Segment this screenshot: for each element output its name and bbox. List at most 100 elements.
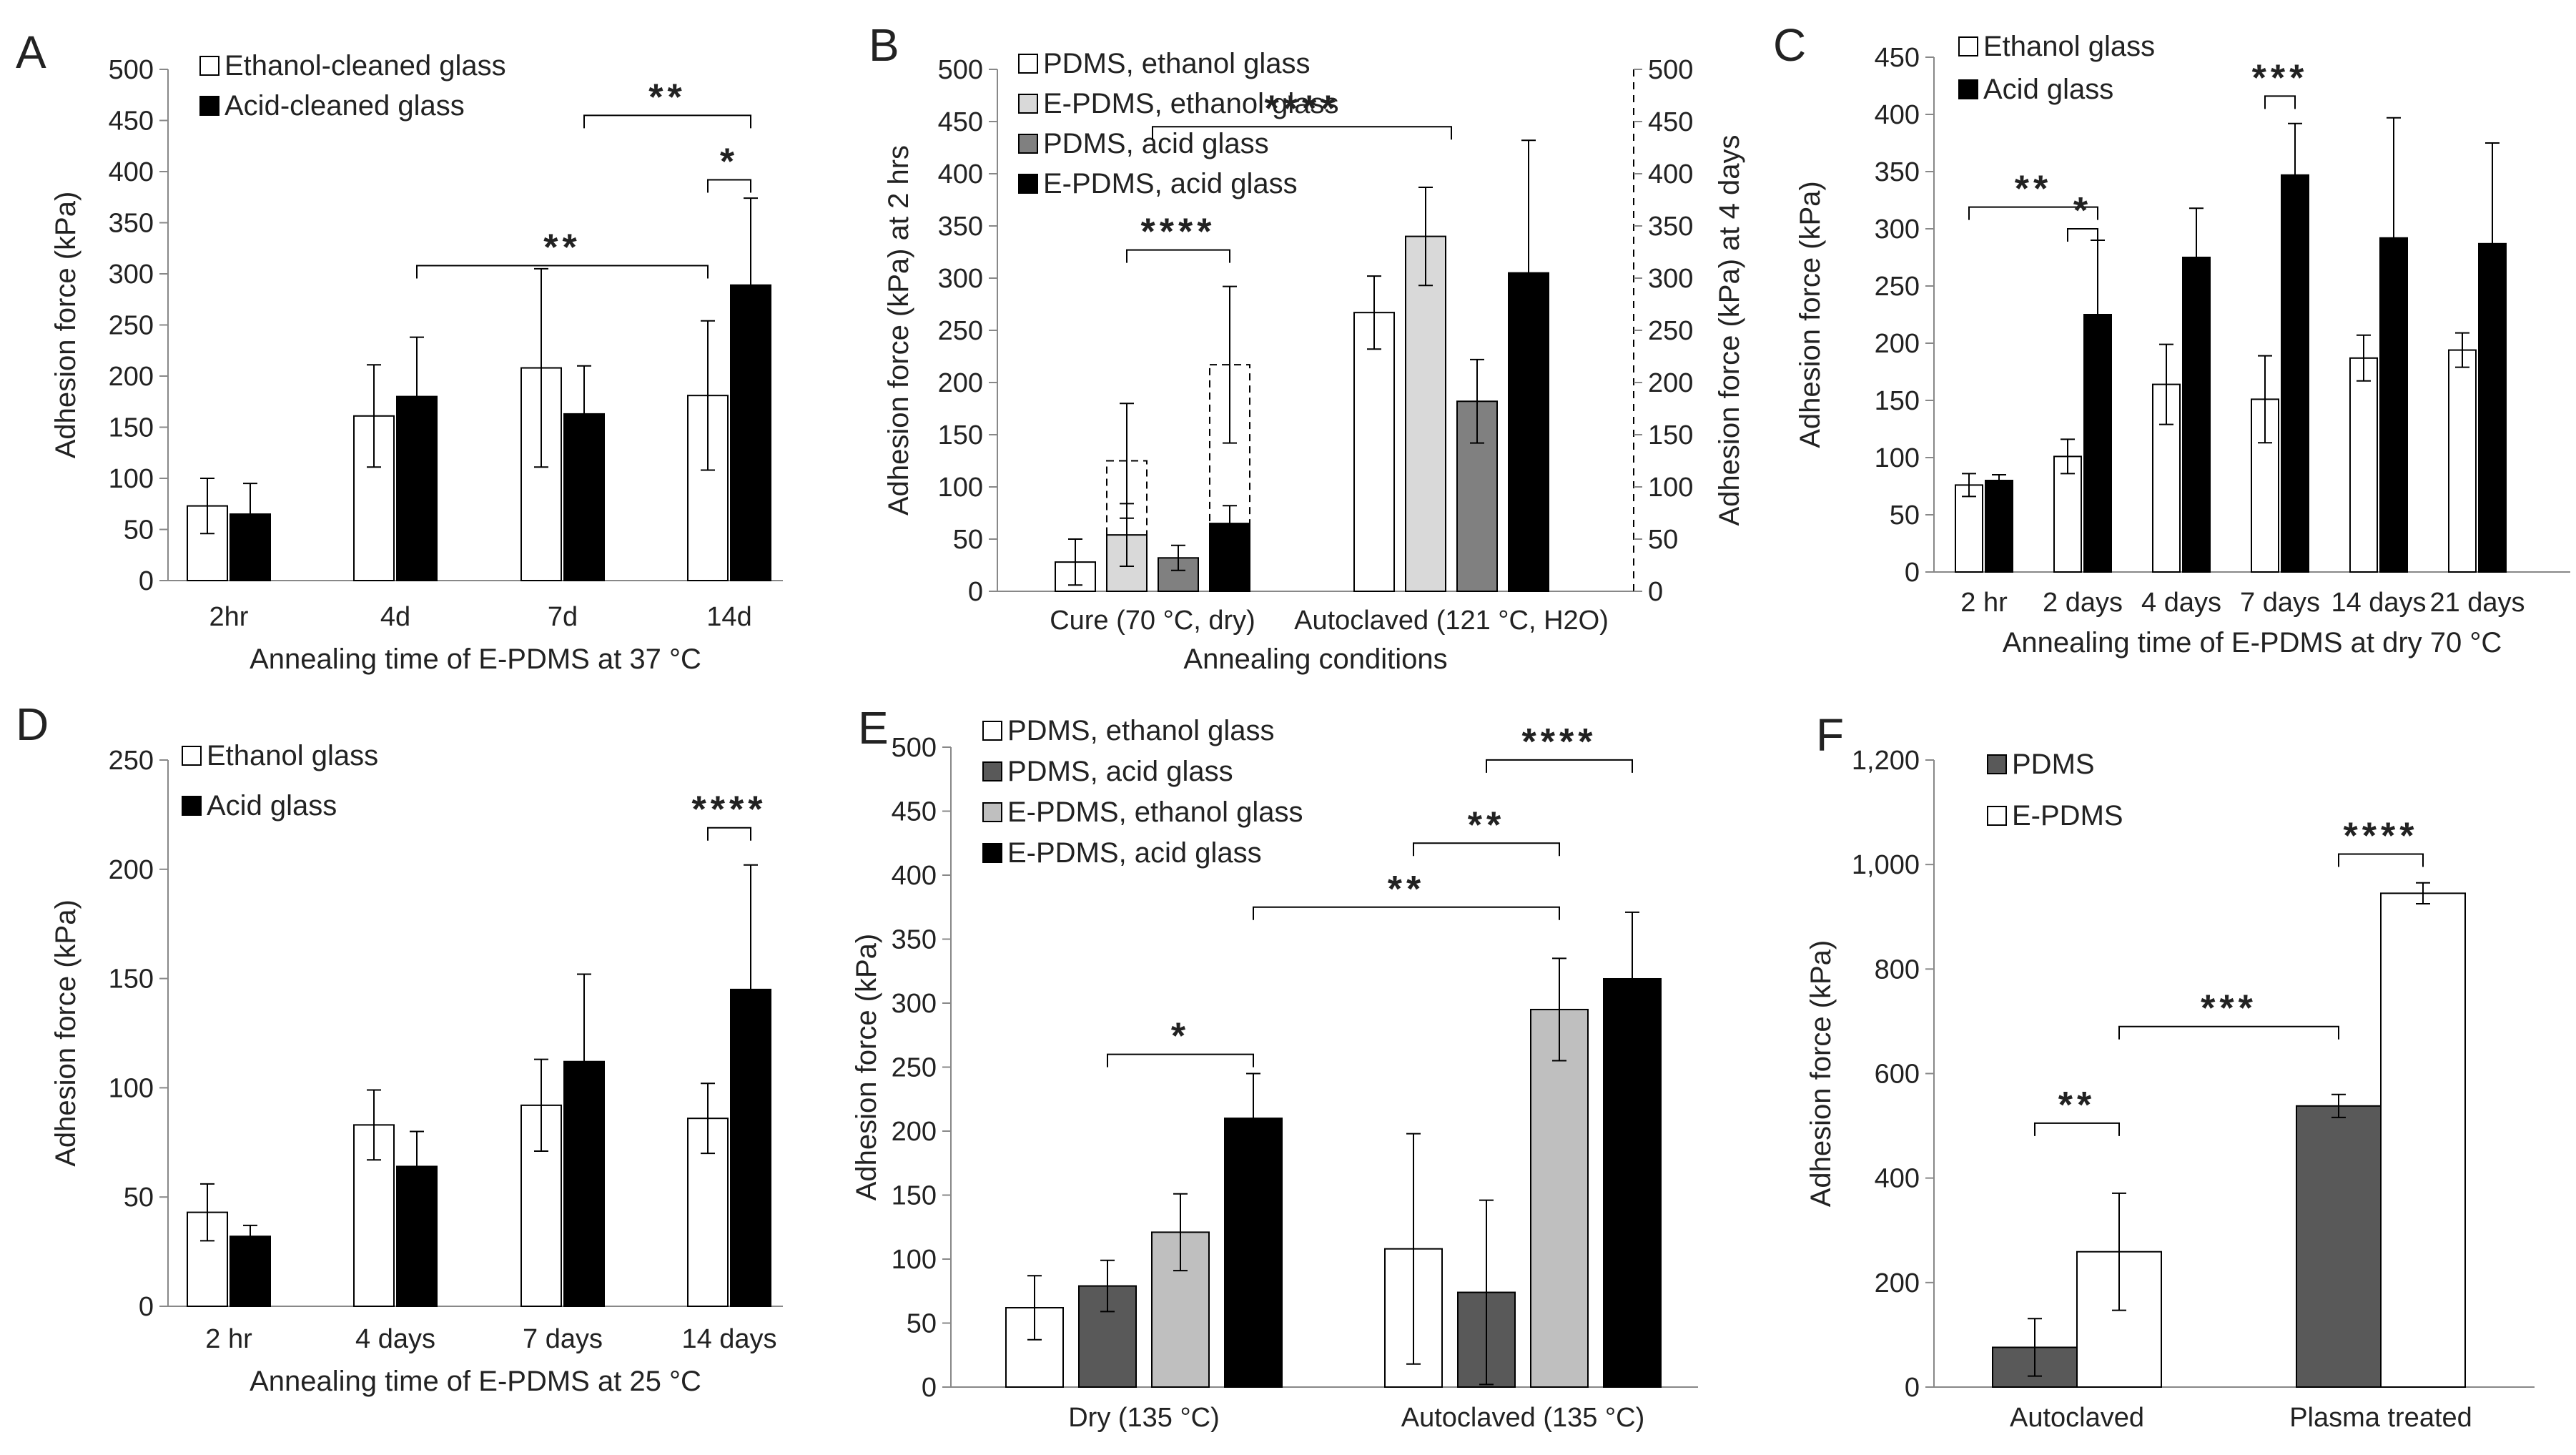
x-tick-label: 2 hr xyxy=(1960,588,2008,618)
y-tick-label: 500 xyxy=(938,55,983,85)
bar xyxy=(1005,1307,1064,1389)
bar xyxy=(230,1235,271,1308)
legend-label: Ethanol-cleaned glass xyxy=(224,50,506,82)
panel-c: C 0 50 100 150 200 250 300 350 400 450 Adhesion for… xyxy=(1773,19,2570,659)
significance-label: ** xyxy=(648,77,686,118)
legend-label: E-PDMS xyxy=(2012,800,2123,832)
y-tick-label: 450 xyxy=(938,107,983,137)
y-tick-label: 500 xyxy=(109,55,154,85)
legend-label: PDMS, ethanol glass xyxy=(1043,48,1311,79)
y-tick-label: 100 xyxy=(938,473,983,503)
y-tick-label: 150 xyxy=(938,420,983,450)
x-tick-label: Plasma treated xyxy=(2289,1403,2472,1433)
significance-label: ** xyxy=(543,227,581,269)
legend-label: PDMS xyxy=(2012,749,2095,780)
y-tick-label: 300 xyxy=(1875,214,1920,245)
x-tick-label: Autoclaved (121 °C, H2O) xyxy=(1294,606,1609,636)
legend-label: Ethanol glass xyxy=(207,740,378,771)
legend-swatch xyxy=(1958,79,1978,99)
y-right-tick-label: 400 xyxy=(1648,159,1693,189)
y-tick-label: 800 xyxy=(1875,955,1920,985)
y-axis-label: Adhesion force (kPa) xyxy=(50,899,82,1167)
x-tick-label: Dry (135 °C) xyxy=(1068,1403,1220,1433)
bar xyxy=(2152,383,2181,573)
significance-label: ** xyxy=(2015,169,2052,210)
x-tick-label: Cure (70 °C, dry) xyxy=(1050,606,1255,636)
y-axis-label: Adhesion force (kPa) xyxy=(50,192,82,459)
legend-label: Acid glass xyxy=(207,790,337,822)
legend-label: E-PDMS, acid glass xyxy=(1043,168,1298,199)
y-tick-label: 0 xyxy=(968,577,983,607)
y-tick-label: 300 xyxy=(892,989,937,1019)
significance-label: *** xyxy=(2201,988,2257,1030)
y-tick-label: 350 xyxy=(109,209,154,239)
y-tick-label: 1,000 xyxy=(1852,850,1920,880)
x-tick-label: 4 days xyxy=(2141,588,2221,618)
significance-label: ** xyxy=(1468,804,1505,846)
y-tick-label: 250 xyxy=(938,316,983,346)
bar xyxy=(1985,480,2013,573)
y-tick-label: 50 xyxy=(953,525,983,555)
y-tick-label: 450 xyxy=(892,797,937,827)
legend-swatch xyxy=(1018,94,1038,114)
legend-swatch xyxy=(1987,754,2007,774)
legend-label: E-PDMS, acid glass xyxy=(1007,837,1262,869)
y-tick-label: 50 xyxy=(124,1183,154,1213)
significance-bracket xyxy=(416,265,709,279)
legend-swatch xyxy=(182,796,202,816)
x-tick-label: 4 days xyxy=(355,1324,435,1354)
panel-e: E 0 50 100 150 200 250 300 350 400 450 500 Adhesion … xyxy=(851,702,1698,1433)
significance-bracket xyxy=(583,114,751,129)
legend-label: Acid glass xyxy=(1983,74,2113,105)
significance-label: ** xyxy=(1388,869,1425,910)
legend-swatch xyxy=(982,843,1002,863)
y-tick-label: 300 xyxy=(109,260,154,290)
y-tick-label: 100 xyxy=(1875,443,1920,473)
y-tick-label: 0 xyxy=(1905,558,1920,588)
legend-swatch xyxy=(1987,806,2007,826)
y-tick-label: 250 xyxy=(109,746,154,776)
y-tick-label: 400 xyxy=(892,861,937,891)
significance-label: *** xyxy=(2252,57,2309,99)
y-right-tick-label: 100 xyxy=(1648,473,1693,503)
significance-bracket xyxy=(1486,759,1633,773)
x-tick-label: 2hr xyxy=(209,602,249,632)
y-right-tick-label: 350 xyxy=(1648,212,1693,242)
y-tick-label: 350 xyxy=(938,212,983,242)
panel-b: B 0 50 100 150 200 250 300 350 400 450 500 0 50 100 150… xyxy=(869,19,1745,675)
y-axis-right-label: Adhesion force (kPa) at 4 days xyxy=(1714,135,1745,526)
legend-swatch xyxy=(982,721,1002,741)
significance-bracket xyxy=(1253,906,1560,920)
x-tick-label: Autoclaved xyxy=(2010,1403,2144,1433)
y-tick-label: 150 xyxy=(1875,386,1920,416)
significance-label: * xyxy=(720,141,739,182)
legend-swatch xyxy=(1958,36,1978,56)
x-axis-label: Annealing time of E-PDMS at dry 70 °C xyxy=(2003,627,2502,659)
panel-letter: E xyxy=(858,702,889,754)
significance-bracket xyxy=(1107,1053,1254,1067)
bar xyxy=(2281,174,2309,573)
y-tick-label: 300 xyxy=(938,264,983,294)
significance-bracket xyxy=(2264,95,2296,109)
legend-swatch xyxy=(199,56,219,76)
y-axis-label: Adhesion force (kPa) xyxy=(1795,181,1826,448)
panel-a: A 0 50 100 150 200 250 300 350 400 450 500 Adhesion … xyxy=(16,26,783,675)
x-tick-label: 7d xyxy=(548,602,578,632)
legend-swatch xyxy=(982,761,1002,781)
panel-f: F 0 200 400 600 800 1,000 1,200 Adhesion force (… xyxy=(1805,709,2535,1433)
y-tick-label: 400 xyxy=(1875,1164,1920,1194)
y-tick-label: 200 xyxy=(938,368,983,398)
x-tick-label: 21 days xyxy=(2429,588,2525,618)
significance-bracket xyxy=(1126,249,1230,263)
y-axis-label: Adhesion force (kPa) at 2 hrs xyxy=(883,145,914,516)
panel-letter: B xyxy=(869,19,899,71)
bar xyxy=(2349,357,2378,573)
y-tick-label: 600 xyxy=(1875,1060,1920,1090)
legend-label: PDMS, acid glass xyxy=(1007,756,1233,787)
significance-bracket xyxy=(1413,842,1560,857)
bar xyxy=(187,505,228,581)
y-tick-label: 0 xyxy=(1905,1373,1920,1403)
bar xyxy=(1405,235,1446,592)
y-tick-label: 100 xyxy=(109,464,154,494)
